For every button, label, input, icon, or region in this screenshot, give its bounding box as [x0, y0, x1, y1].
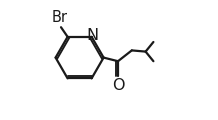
Text: N: N — [87, 28, 99, 43]
Text: Br: Br — [52, 10, 68, 25]
Text: O: O — [112, 78, 124, 93]
